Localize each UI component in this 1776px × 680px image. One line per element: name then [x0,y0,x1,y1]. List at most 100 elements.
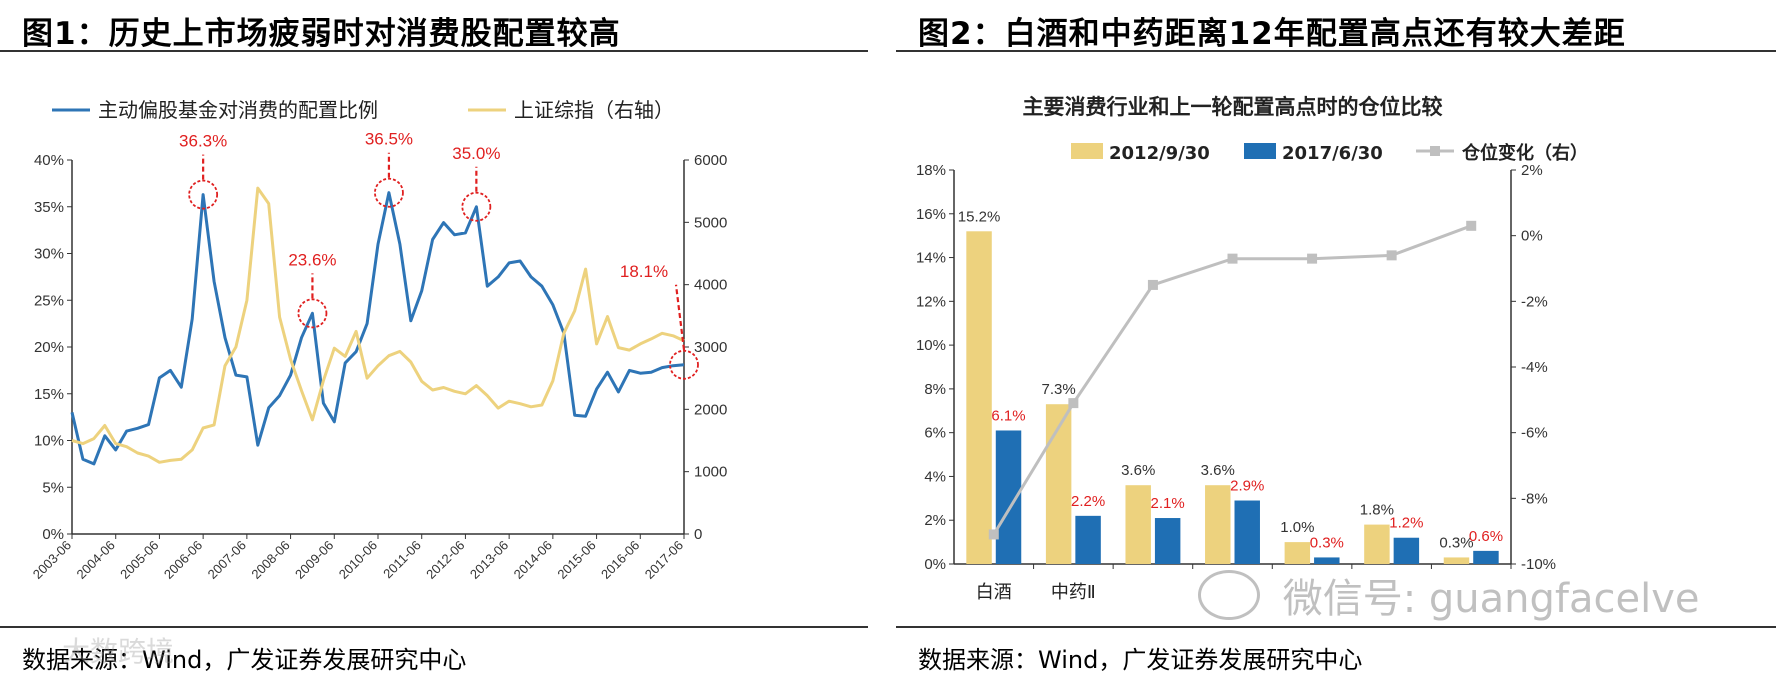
annotation-label: 36.5% [365,130,413,149]
left-y-tick-label: 16% [916,206,946,223]
panel-2-bottom-rule [896,626,1776,628]
left-y-tick-label: 25% [34,292,64,309]
x-tick-label: 2003-06 [30,538,74,582]
chart-panel-2: 图2：白酒和中药距离12年配置高点还有较大差距 主要消费行业和上一轮配置高点时的… [896,0,1776,680]
bar-2017 [1234,500,1260,564]
bar-2017 [1473,550,1499,564]
legend-label: 仓位变化（右） [1461,142,1588,164]
bar-chart-position-comparison: 主要消费行业和上一轮配置高点时的仓位比较 0% 2% 4% 6% 8% 10% 12% 14% 1… [916,95,1588,603]
category-label: 白酒 [976,582,1012,603]
wechat-icon [1198,570,1260,620]
left-y-tick-label: 6% [924,425,946,442]
right-y-tick-label: -10% [1521,556,1556,573]
x-tick-label: 2015-06 [554,538,598,582]
legend-label: 主动偏股基金对消费的配置比例 [98,98,378,122]
bar-2012 [966,231,992,565]
bar-label-2017: 2.2% [1071,493,1105,510]
bar-label-2012: 1.8% [1360,502,1394,519]
legend-swatch [1244,143,1276,159]
line-point-marker [1386,250,1397,261]
x-tick-label: 2011-06 [380,538,424,582]
right-y-tick-label: 5000 [694,214,727,231]
panel-2-title: 图2：白酒和中药距离12年配置高点还有较大差距 [918,16,1626,52]
series-line-allocation [70,191,685,466]
annotation-label: 36.3% [179,132,227,151]
x-tick-label: 2006-06 [161,538,205,582]
annotation-circle [188,179,219,210]
x-tick-label: 2004-06 [73,538,117,582]
left-y-tick-label: 12% [916,293,946,310]
line-point-marker [1307,253,1318,264]
bar-label-2012: 3.6% [1201,462,1235,479]
bar-label-2012: 1.0% [1280,519,1314,536]
line-chart-consumer-allocation: 0% 5% 10% 15% 20% 25% 30% 35% 40% 0 1000 2000 3000 40… [30,98,728,582]
left-y-tick-label: 20% [34,339,64,356]
left-y-tick-label: 2% [924,512,946,529]
left-y-tick-label: 5% [42,479,64,496]
legend-swatch [1071,143,1103,159]
right-y-tick-label: 6000 [694,152,727,169]
left-y-tick-label: 0% [924,556,946,573]
bar-2012 [1125,485,1151,564]
annotation-circle [297,298,328,329]
right-y-tick-label: -6% [1521,425,1548,442]
annotation-label: 23.6% [288,250,336,269]
watermark-right: 微信号: guangfacelve [1198,566,1700,624]
chart-title: 主要消费行业和上一轮配置高点时的仓位比较 [1023,95,1443,119]
x-tick-label: 2016-06 [598,538,642,582]
right-y-tick-label: 2% [1521,162,1543,179]
x-tick-label: 2008-06 [248,538,292,582]
bar-2017 [1154,518,1181,564]
left-y-tick-label: 14% [916,250,946,267]
category-label: 中药Ⅱ [1051,582,1096,603]
annotation-circle [669,349,699,380]
annotation-circle [461,191,492,222]
right-y-tick-label: 1000 [694,464,727,481]
annotation-circle [374,177,404,208]
watermark-right-text: 微信号: guangfacelve [1282,576,1700,622]
x-tick-label: 2017-06 [642,538,686,582]
bar-label-2012: 3.6% [1121,462,1155,479]
right-y-tick-label: 2000 [694,401,727,418]
bar-label-2017: 0.3% [1310,534,1344,551]
legend-label: 上证综指（右轴） [514,98,674,122]
right-y-tick-label: -4% [1521,359,1548,376]
bar-label-2017: 2.9% [1230,478,1264,495]
x-tick-label: 2014-06 [511,538,555,582]
left-y-tick-label: 8% [924,381,946,398]
panel-1-source: 数据来源：Wind，广发证券发展研究中心 [22,646,467,674]
watermark-left: 大数跨境 [62,635,175,668]
x-tick-label: 2005-06 [117,538,161,582]
bar-2012 [1205,485,1231,564]
panel-1-bottom-rule [0,626,868,628]
bar-label-2012: 7.3% [1042,381,1076,398]
left-y-tick-label: 0% [42,526,64,543]
left-y-tick-label: 18% [916,162,946,179]
annotation-label: 35.0% [452,144,500,163]
legend-label: 2012/9/30 [1109,143,1210,164]
bar-2012 [1045,404,1072,564]
bar-label-2017: 6.1% [991,407,1025,424]
x-tick-label: 2009-06 [292,538,336,582]
left-y-tick-label: 30% [34,246,64,263]
bar-label-2017: 1.2% [1389,515,1423,532]
right-y-tick-label: -2% [1521,293,1548,310]
panel-2-source: 数据来源：Wind，广发证券发展研究中心 [918,646,1363,674]
right-y-tick-label: 3000 [694,339,727,356]
x-tick-label: 2013-06 [467,538,511,582]
left-y-tick-label: 40% [34,152,64,169]
right-y-tick-label: -8% [1521,490,1548,507]
right-y-tick-label: 0% [1521,228,1543,245]
panel-2-top-rule [896,50,1776,52]
right-y-tick-label: 0 [694,526,702,543]
bar-2012 [1284,542,1311,564]
bar-2017 [1314,557,1340,564]
bar-label-2017: 2.1% [1151,495,1185,512]
panel-1-top-rule [0,50,868,52]
bar-label-2012: 15.2% [958,208,1001,225]
x-tick-label: 2012-06 [423,538,467,582]
bar-2012 [1364,524,1390,564]
left-y-tick-label: 10% [916,337,946,354]
bar-2017 [1075,515,1101,564]
line-point-marker [1466,220,1477,231]
